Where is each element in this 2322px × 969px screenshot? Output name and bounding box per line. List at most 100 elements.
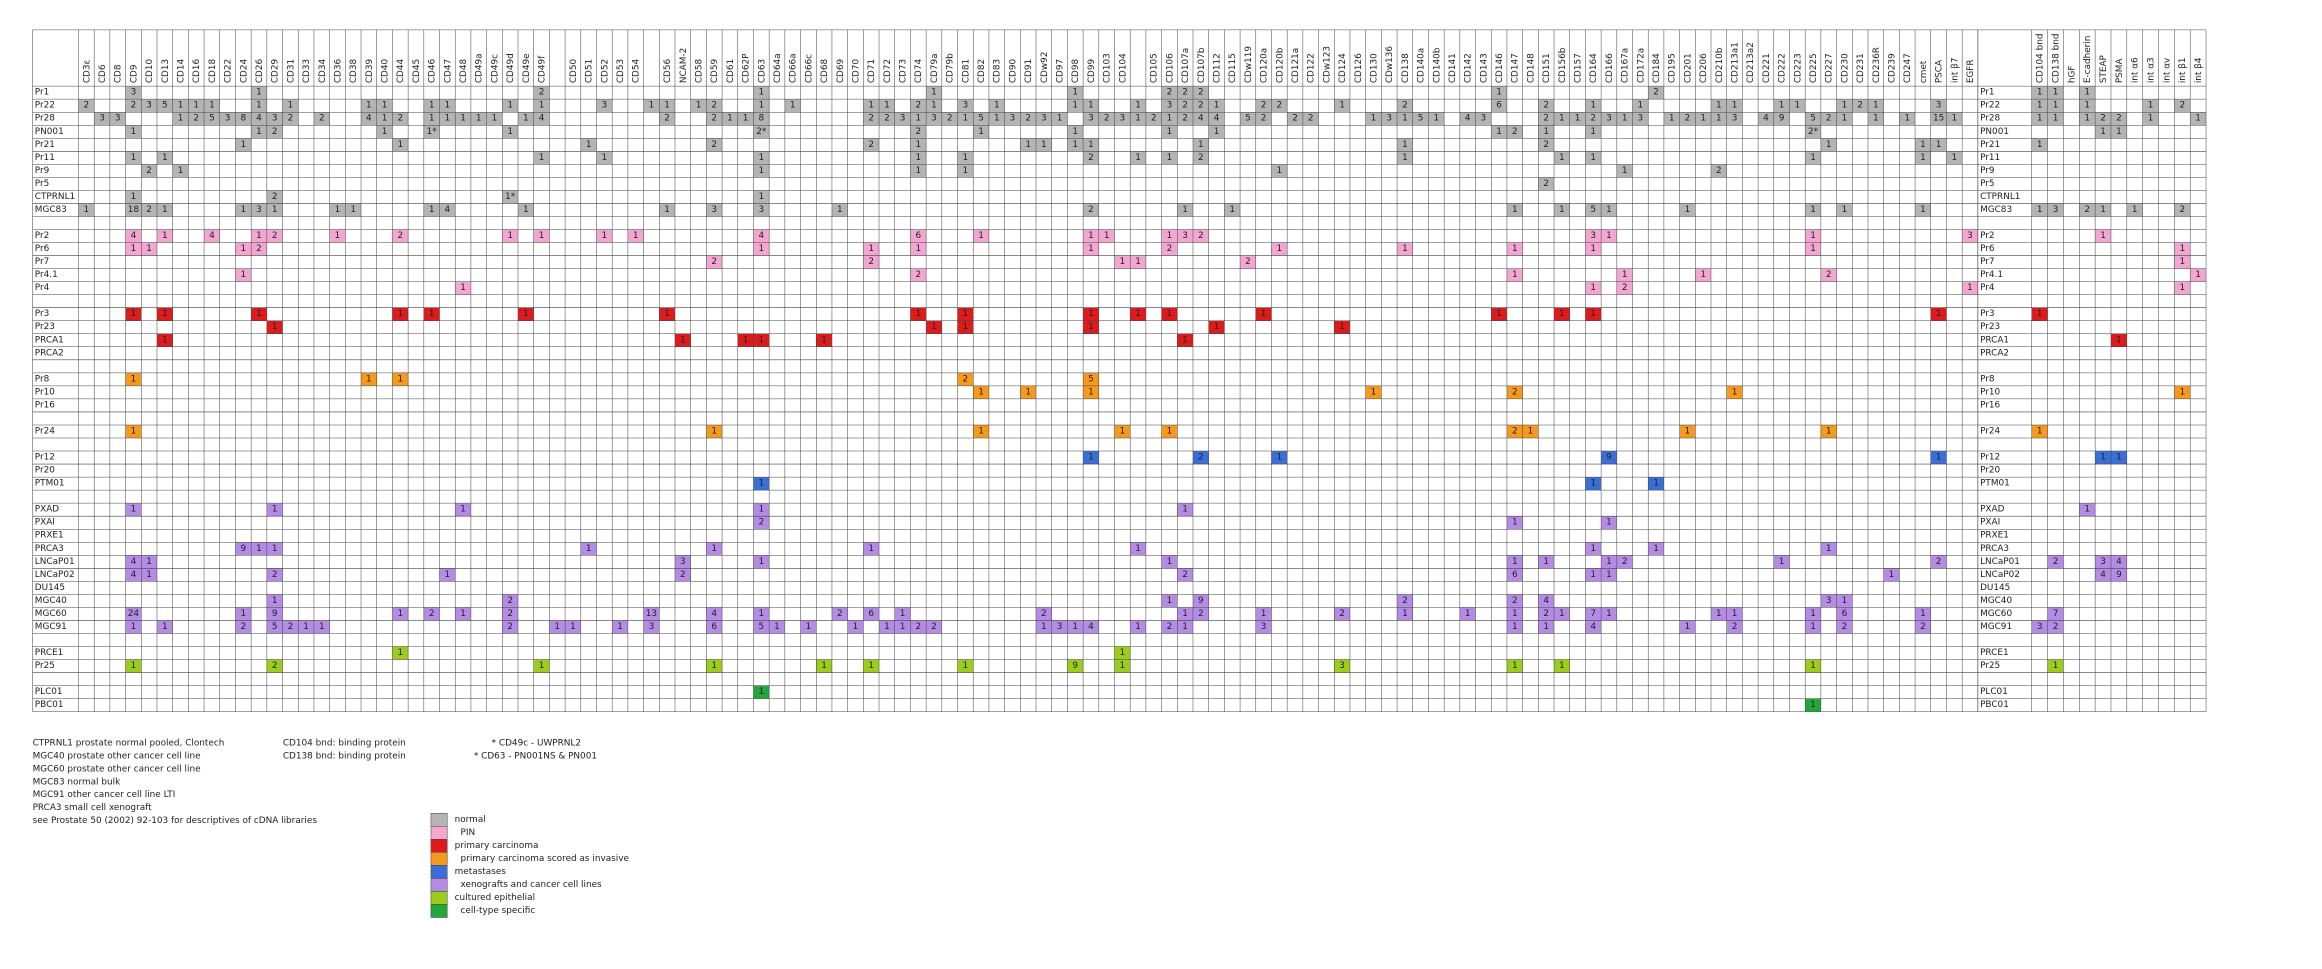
cell-value: 6 <box>1842 609 1848 619</box>
cell-value: 1 <box>963 322 969 332</box>
cell-fill <box>1083 307 1099 321</box>
cell-value: 1 <box>1135 257 1141 267</box>
cell-value: 1 <box>1559 309 1565 319</box>
column-header: hGF <box>2067 66 2077 84</box>
cell-fill <box>125 568 142 582</box>
cell-fill <box>1585 151 1602 165</box>
cell-value: 2 <box>1198 453 1204 463</box>
cell-value: 1 <box>272 596 278 606</box>
cell-fill <box>533 659 550 673</box>
cell-value: 1 <box>2084 88 2090 98</box>
cell-fill <box>1083 203 1099 217</box>
cell-value: 1 <box>445 114 451 124</box>
cell-value: 2* <box>1808 127 1819 137</box>
cell-value: 3 <box>131 88 137 98</box>
cell-fill <box>1224 203 1241 217</box>
cell-fill <box>957 307 974 321</box>
cell-value: 6 <box>868 609 874 619</box>
cell-value: 1 <box>1920 140 1926 150</box>
cell-value: 1 <box>319 622 325 632</box>
cell-value: 1 <box>1700 270 1706 280</box>
cell-value: 1 <box>162 335 168 345</box>
cell-fill <box>1616 281 1633 295</box>
column-header: CD148 <box>1526 53 1536 83</box>
cell-fill <box>392 607 409 621</box>
legend-swatch <box>430 891 448 905</box>
cell-value: 2 <box>1261 101 1267 111</box>
cell-value: 1 <box>1167 114 1173 124</box>
row-label: PRCA2 <box>1980 348 2009 358</box>
cell-fill <box>1585 242 1602 256</box>
cell-value: 1 <box>2053 661 2059 671</box>
cell-fill <box>1695 268 1711 282</box>
cell-fill <box>2031 424 2048 439</box>
cell-value: 1 <box>868 544 874 554</box>
column-header: CD105 <box>1150 53 1160 83</box>
cell-value: 2 <box>1402 596 1408 606</box>
cell-fill <box>1491 99 1507 113</box>
row-label: Pr22 <box>1980 101 2000 111</box>
cell-fill <box>1161 125 1178 139</box>
row-label: Pr3 <box>1980 309 1994 319</box>
cell-fill <box>1616 112 1633 126</box>
cell-fill <box>1302 112 1319 126</box>
cell-value: 2 <box>507 596 513 606</box>
cell-fill <box>1506 594 1523 608</box>
cell-fill <box>1114 424 1131 439</box>
column-header: CD63 <box>757 59 767 83</box>
cell-fill <box>345 203 362 217</box>
cell-value: 1 <box>1842 596 1848 606</box>
cell-fill <box>1051 620 1068 634</box>
cell-fill <box>313 112 330 126</box>
cell-value: 1 <box>758 153 764 163</box>
cell-fill <box>816 333 832 347</box>
cell-value: 1 <box>1182 505 1188 515</box>
cell-fill <box>1177 333 1193 347</box>
cell-value: 1 <box>303 622 309 632</box>
cell-value: 1 <box>853 622 859 632</box>
cell-fill <box>1365 112 1382 126</box>
cell-fill <box>1585 620 1602 634</box>
cell-value: 5 <box>978 114 984 124</box>
cell-fill <box>706 620 723 634</box>
column-header: CD79a <box>930 53 940 83</box>
column-header: CD64a <box>773 53 783 83</box>
cell-fill <box>1836 607 1853 621</box>
row-label: PN001 <box>35 127 64 137</box>
cell-value: 1 <box>1669 114 1675 124</box>
cell-value: 4 <box>131 231 137 241</box>
cell-fill <box>1145 112 1162 126</box>
cell-fill <box>910 99 927 113</box>
cell-fill <box>1585 125 1602 139</box>
column-header: CD151 <box>1542 53 1552 83</box>
cell-fill <box>753 86 770 100</box>
row-label: PRCE1 <box>1980 648 2009 658</box>
cell-fill <box>1177 620 1193 634</box>
cell-value: 1 <box>1496 88 1502 98</box>
cell-value: 1 <box>1465 609 1471 619</box>
cell-fill <box>1663 112 1680 126</box>
cell-fill <box>1805 659 1821 673</box>
cell-value: 1 <box>758 609 764 619</box>
row-label: Pr21 <box>1980 140 2000 150</box>
row-label: Pr23 <box>35 322 55 332</box>
cell-value: 2 <box>1512 387 1518 397</box>
cell-fill <box>1036 138 1052 152</box>
cell-value: 1 <box>429 101 435 111</box>
cell-fill <box>439 112 456 126</box>
cell-value: 1 <box>1402 244 1408 254</box>
cell-fill <box>1601 516 1617 530</box>
cell-value: 2 <box>2179 205 2185 215</box>
cell-fill <box>1067 99 1084 113</box>
column-header: CD140a <box>1417 48 1427 83</box>
cell-value: 1 <box>915 309 921 319</box>
cell-fill <box>533 229 550 243</box>
cell-value: 5 <box>1245 114 1251 124</box>
cell-fill <box>361 372 377 386</box>
cell-fill <box>769 620 785 634</box>
row-label: MGC83 <box>1980 205 2012 215</box>
cell-value: 1 <box>445 570 451 580</box>
cell-value: 1 <box>1261 309 1267 319</box>
cell-value: 1 <box>397 648 403 658</box>
cell-value: 1 <box>1590 244 1596 254</box>
